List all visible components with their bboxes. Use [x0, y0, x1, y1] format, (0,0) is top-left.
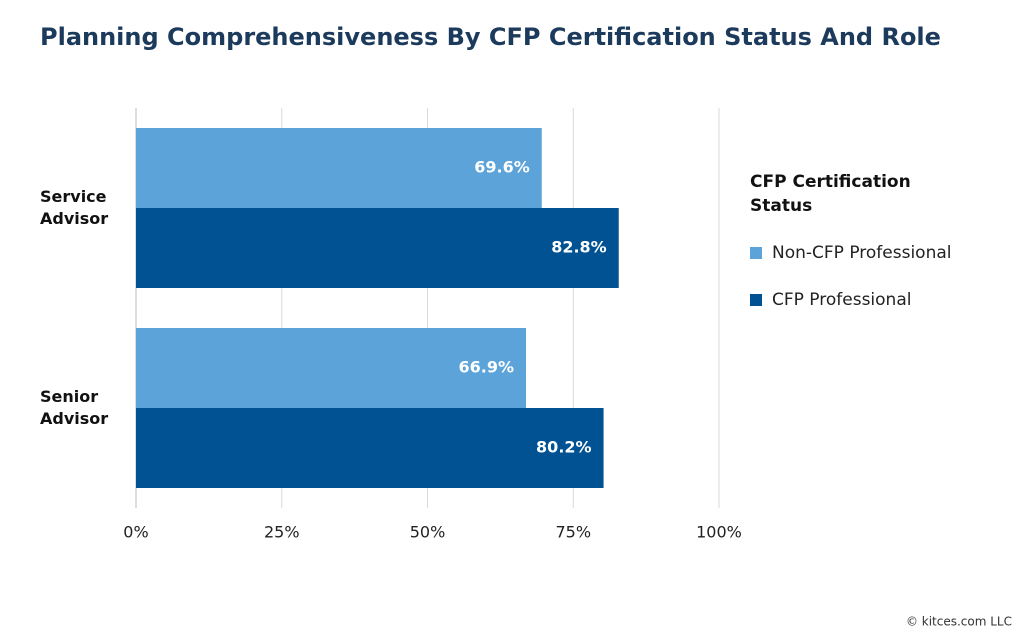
bar	[136, 408, 604, 488]
bar	[136, 328, 527, 408]
x-tick-label: 100%	[696, 523, 742, 542]
data-label: 66.9%	[459, 358, 515, 377]
credit: © kitces.com LLC	[906, 615, 1012, 629]
legend-swatch	[750, 293, 762, 306]
legend-item: CFP Professional	[750, 287, 980, 312]
x-tick-label: 50%	[410, 523, 446, 542]
y-tick-label: Senior Advisor	[40, 387, 109, 428]
y-tick-label: Service Advisor	[40, 187, 109, 228]
chart-title: Planning Comprehensiveness By CFP Certif…	[40, 23, 941, 51]
bar	[136, 208, 619, 288]
data-label: 80.2%	[536, 438, 592, 457]
legend-label: Non-CFP Professional	[772, 242, 952, 263]
data-label: 82.8%	[551, 238, 607, 257]
legend-label: CFP Professional	[772, 289, 912, 310]
legend-swatch	[750, 246, 762, 259]
bar	[136, 128, 542, 208]
x-tick-label: 25%	[264, 523, 300, 542]
x-tick-label: 0%	[123, 523, 148, 542]
legend: CFP Certification Status Non-CFP Profess…	[750, 170, 980, 312]
x-tick-label: 75%	[555, 523, 591, 542]
legend-title: CFP Certification Status	[750, 172, 911, 216]
legend-item: Non-CFP Professional	[750, 240, 980, 265]
data-label: 69.6%	[474, 158, 530, 177]
